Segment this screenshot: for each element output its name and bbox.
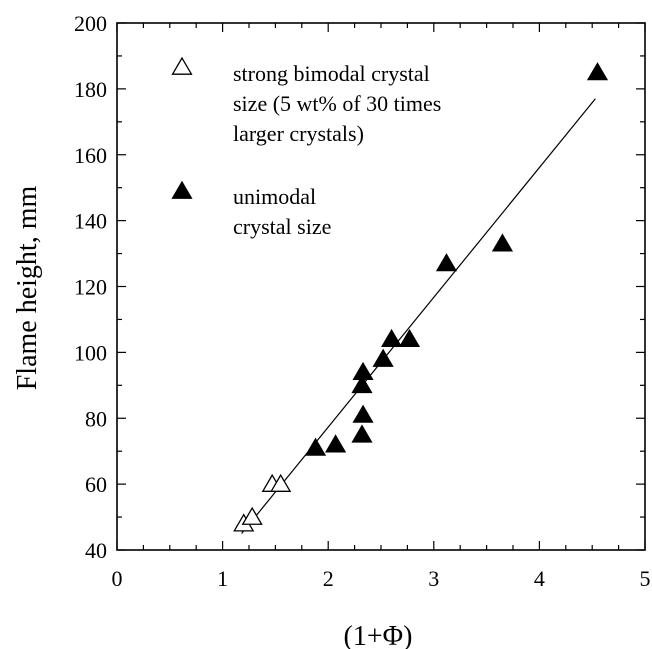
data-point-unimodal	[398, 328, 421, 348]
y-tick-label: 160	[74, 143, 107, 168]
data-point-unimodal	[586, 62, 609, 81]
legend-label-bimodal-line2: size (5 wt% of 30 times	[233, 91, 441, 116]
legend: strong bimodal crystal size (5 wt% of 30…	[171, 56, 441, 239]
legend-label-bimodal-line1: strong bimodal crystal	[233, 61, 430, 86]
y-tick-label: 120	[74, 275, 107, 300]
data-point-unimodal	[352, 361, 374, 380]
tick-marks	[116, 22, 646, 551]
data-point-unimodal	[491, 233, 514, 252]
y-tick-label: 140	[74, 209, 107, 234]
y-tick-label: 80	[85, 406, 107, 431]
data-point-unimodal	[325, 434, 347, 453]
legend-marker-unimodal	[171, 180, 193, 199]
data-points	[233, 62, 609, 532]
legend-label-unimodal-line1: unimodal	[233, 184, 316, 209]
y-tick-label: 40	[85, 538, 107, 563]
x-tick-label: 5	[640, 566, 651, 591]
legend-label-bimodal-line3: larger crystals)	[233, 121, 364, 146]
fit-line	[241, 98, 596, 534]
x-axis-label: (1+Φ)	[344, 621, 413, 649]
fit-line-layer	[241, 98, 596, 534]
x-tick-label: 2	[323, 566, 334, 591]
data-point-unimodal	[352, 404, 374, 423]
data-point-unimodal	[304, 437, 327, 456]
y-tick-label: 180	[74, 77, 107, 102]
data-point-bimodal	[270, 473, 292, 492]
data-point-unimodal	[380, 328, 403, 348]
data-point-bimodal	[241, 506, 263, 525]
x-tick-label: 4	[534, 566, 545, 591]
tick-labels: 0 1 2 3 4 5 40 60 80 100 120 140 160 180 200	[74, 11, 651, 591]
y-tick-label: 100	[74, 340, 107, 365]
legend-item-bimodal: strong bimodal crystal size (5 wt% of 30…	[171, 56, 441, 146]
legend-label-unimodal-line2: crystal size	[233, 214, 331, 239]
data-point-unimodal	[372, 348, 394, 367]
x-tick-label: 3	[428, 566, 439, 591]
y-tick-label: 200	[74, 11, 107, 36]
x-tick-label: 0	[112, 566, 123, 591]
data-point-unimodal	[435, 253, 458, 272]
legend-marker-bimodal	[171, 56, 193, 75]
x-tick-label: 1	[217, 566, 228, 591]
legend-item-unimodal: unimodal crystal size	[171, 180, 331, 239]
data-point-unimodal	[351, 375, 373, 394]
y-tick-label: 60	[85, 472, 107, 497]
data-point-unimodal	[351, 424, 373, 443]
y-axis-label: Flame height, mm	[12, 186, 43, 391]
